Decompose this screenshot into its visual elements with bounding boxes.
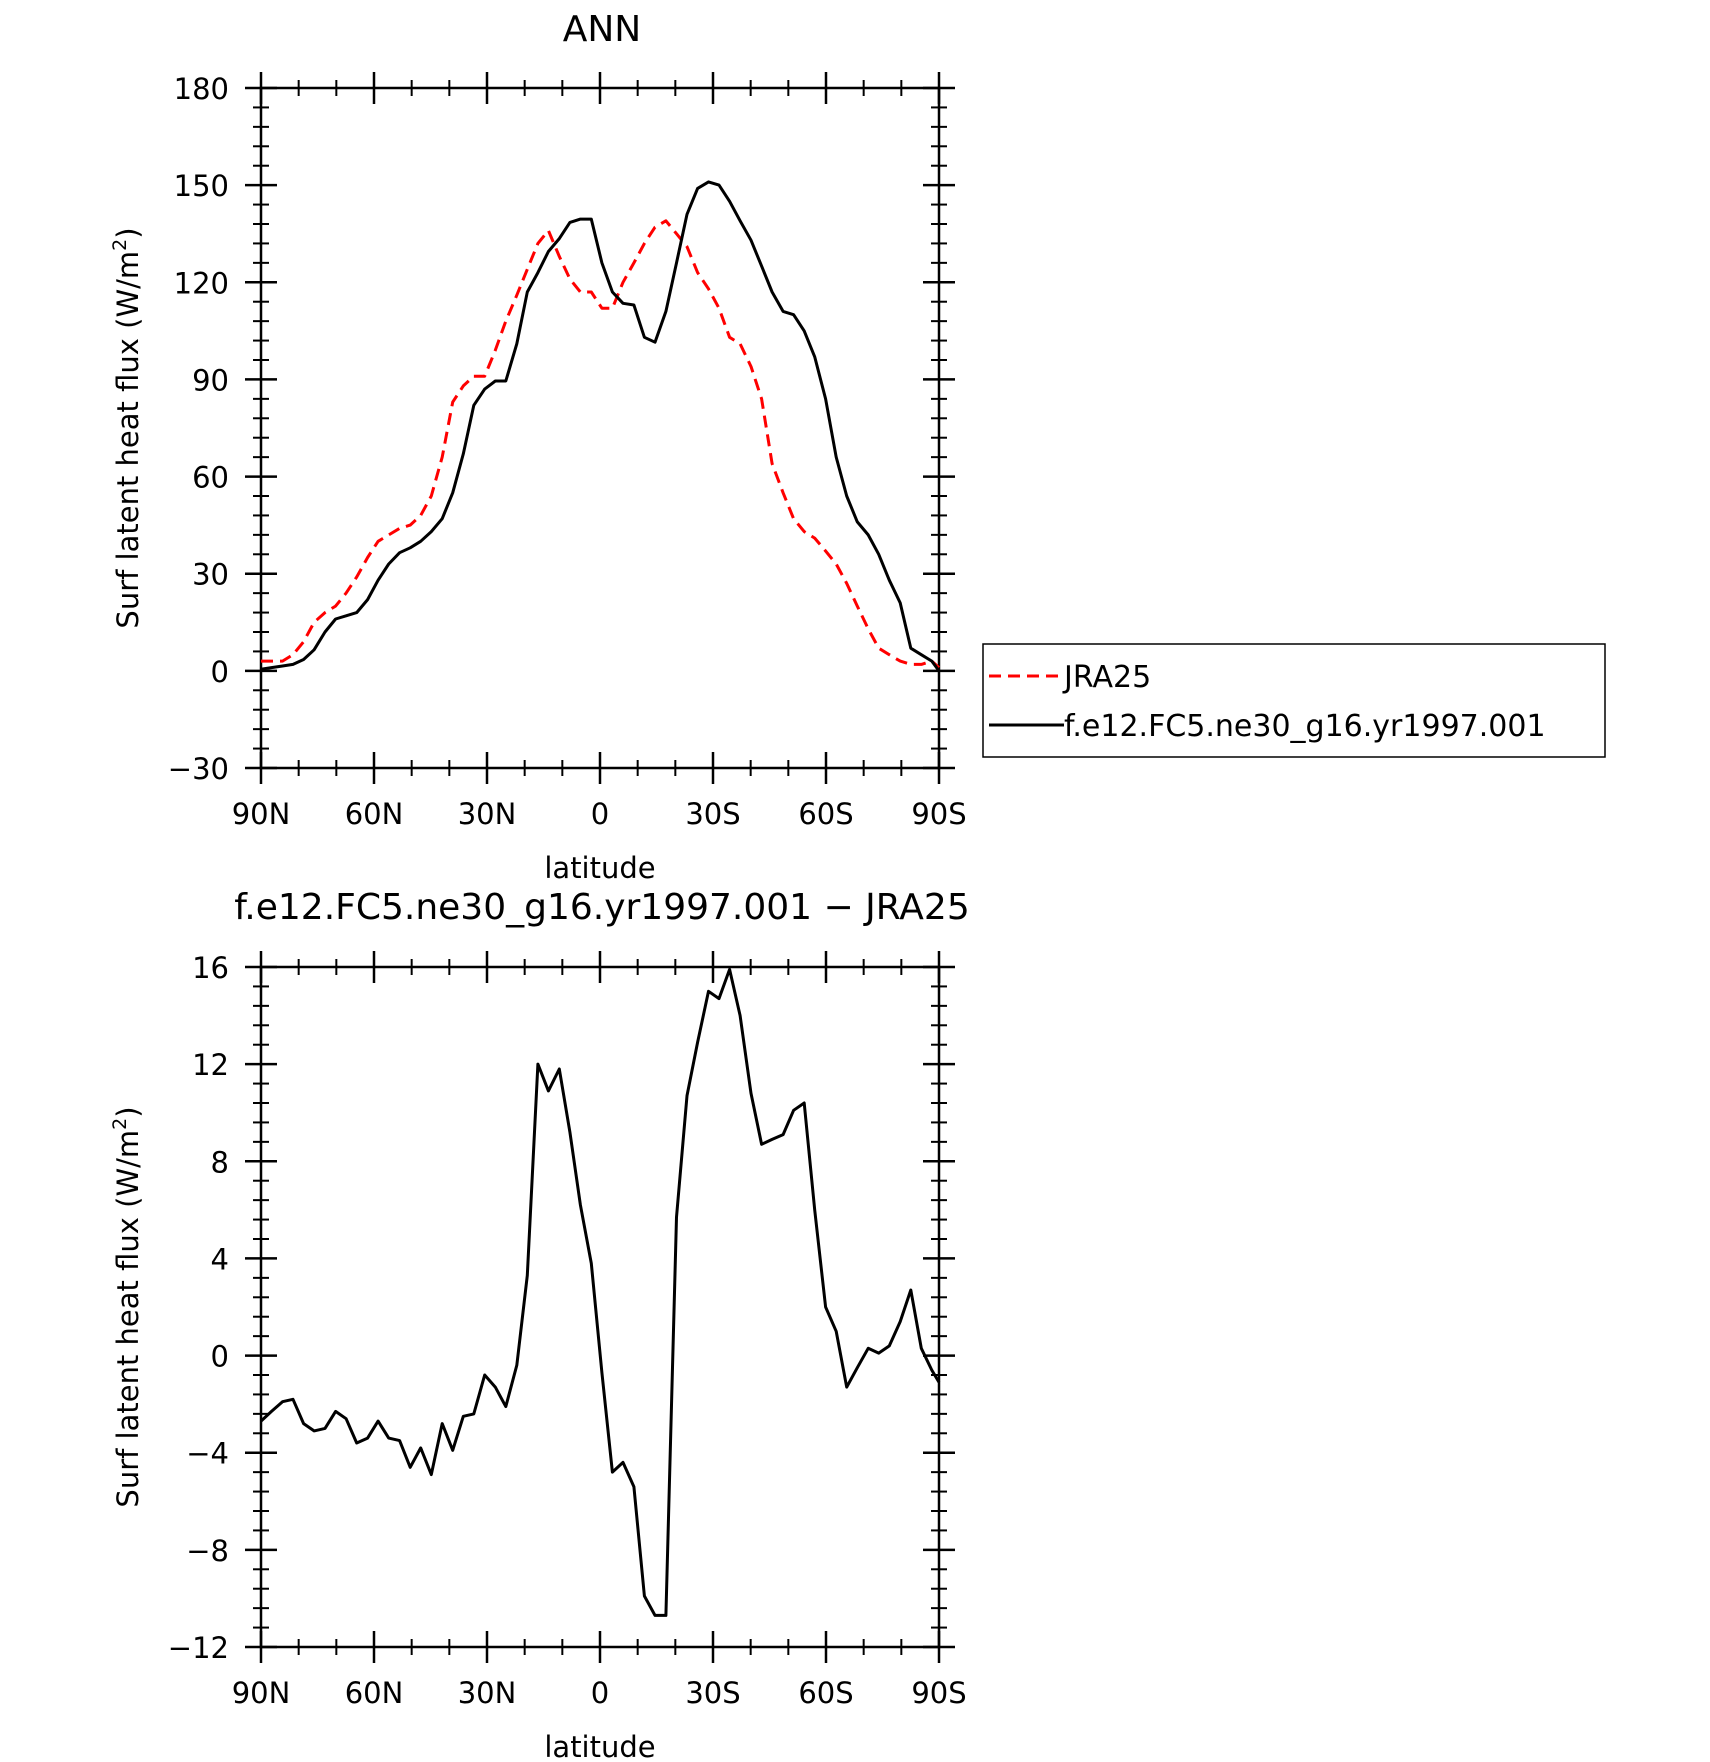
bottom-x-axis-label: latitude [544, 1730, 655, 1762]
bottom-series-lines [259, 967, 941, 1617]
x-tick-label: 90N [232, 797, 291, 831]
top-series-lines [260, 180, 941, 672]
x-tick-label: 0 [591, 797, 609, 831]
legend: JRA25 f.e12.FC5.ne30_g16.yr1997.001 [982, 643, 1606, 758]
y-tick-label: 150 [174, 169, 229, 203]
legend-label-model: f.e12.FC5.ne30_g16.yr1997.001 [1064, 709, 1546, 744]
x-tick-label: 30S [685, 1676, 740, 1710]
x-tick-label: 60N [345, 797, 404, 831]
x-tick-label: 90S [911, 1676, 966, 1710]
y-tick-label: −12 [168, 1631, 229, 1665]
top-y-axis-label-main: Surf latent heat flux (W/m [111, 251, 145, 629]
y-tick-label: 120 [174, 266, 229, 300]
y-tick-label: 90 [192, 363, 229, 397]
series-line-difference [259, 967, 941, 1617]
y-tick-label: 8 [211, 1145, 229, 1179]
bottom-plot-frame [259, 965, 941, 1649]
bottom-y-axis-label-end: ) [111, 1106, 145, 1117]
series-line-f-e12-fc5-ne30-g16-yr1997-001 [260, 180, 941, 672]
x-tick-label: 90S [911, 797, 966, 831]
bottom-chart-title: f.e12.FC5.ne30_g16.yr1997.001 − JRA25 [234, 887, 970, 928]
legend-label-jra25: JRA25 [1062, 660, 1151, 695]
bottom-y-axis-label-superscript: 2 [109, 1118, 131, 1130]
x-tick-label: 30S [685, 797, 740, 831]
series-line-jra25 [261, 219, 941, 669]
bottom-y-axis-label-main: Surf latent heat flux (W/m [111, 1130, 145, 1508]
top-plot-frame [259, 86, 941, 770]
top-axis-ticks: 90N 60N 30N 0 30S 60S 90S −30 0 30 60 90 120 150 180 [168, 72, 967, 831]
bottom-panel: f.e12.FC5.ne30_g16.yr1997.001 − JRA25 90… [109, 887, 970, 1762]
x-tick-label: 90N [232, 1676, 291, 1710]
y-tick-label: −8 [186, 1534, 229, 1568]
x-tick-label: 60S [798, 1676, 853, 1710]
y-tick-label: 16 [192, 951, 229, 985]
y-tick-label: −4 [186, 1437, 229, 1471]
top-panel: ANN 90N 60N 30N 0 30S 60S 90S −30 0 30 60 90 120 150 1… [109, 9, 1606, 885]
top-chart-title: ANN [563, 9, 642, 50]
x-tick-label: 60S [798, 797, 853, 831]
x-tick-label: 30N [458, 797, 517, 831]
y-tick-label: 12 [192, 1048, 229, 1082]
y-tick-label: 180 [174, 72, 229, 106]
top-y-axis-label: Surf latent heat flux (W/m2) [109, 227, 145, 628]
top-y-axis-label-superscript: 2 [109, 239, 131, 251]
bottom-axis-ticks: 90N 60N 30N 0 30S 60S 90S −12 −8 −4 0 4 8 12 16 [168, 951, 967, 1710]
y-tick-label: 30 [192, 558, 229, 592]
legend-box [982, 643, 1606, 758]
top-x-axis-label: latitude [544, 851, 655, 885]
y-tick-label: 0 [211, 1340, 229, 1374]
y-tick-label: −30 [168, 752, 229, 786]
x-tick-label: 30N [458, 1676, 517, 1710]
x-tick-label: 0 [591, 1676, 609, 1710]
y-tick-label: 4 [211, 1242, 229, 1276]
top-y-axis-label-end: ) [111, 227, 145, 238]
x-tick-label: 60N [345, 1676, 404, 1710]
y-tick-label: 0 [211, 655, 229, 689]
bottom-y-axis-label: Surf latent heat flux (W/m2) [109, 1106, 145, 1507]
y-tick-label: 60 [192, 461, 229, 495]
